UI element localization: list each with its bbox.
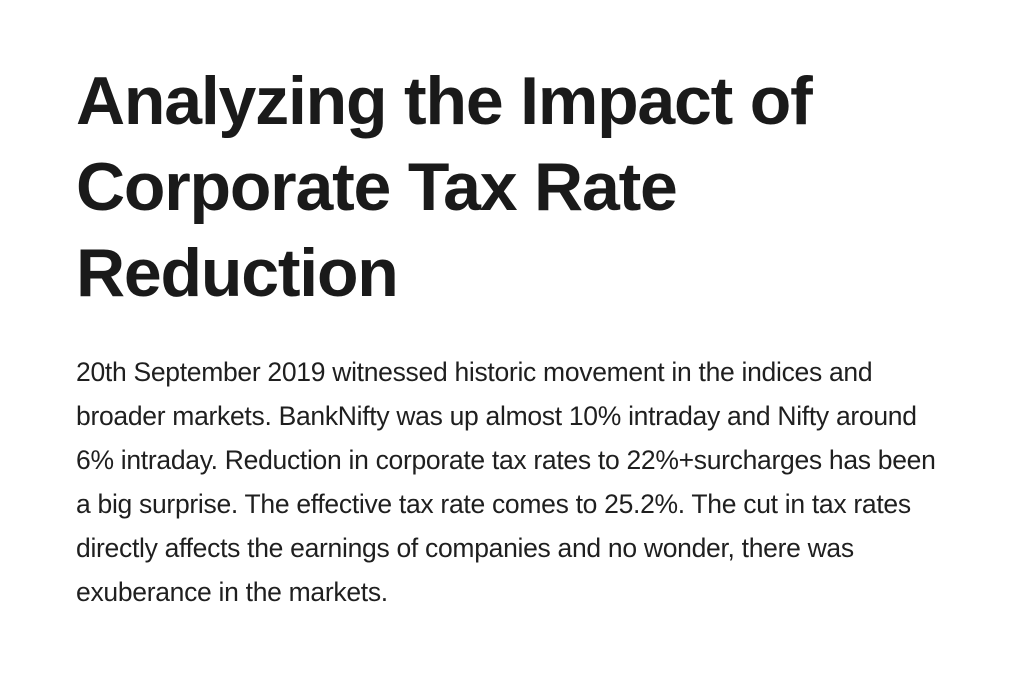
article: Analyzing the Impact of Corporate Tax Ra… [76, 58, 956, 614]
article-title: Analyzing the Impact of Corporate Tax Ra… [76, 63, 813, 311]
article-paragraph: 20th September 2019 witnessed historic m… [76, 357, 936, 607]
